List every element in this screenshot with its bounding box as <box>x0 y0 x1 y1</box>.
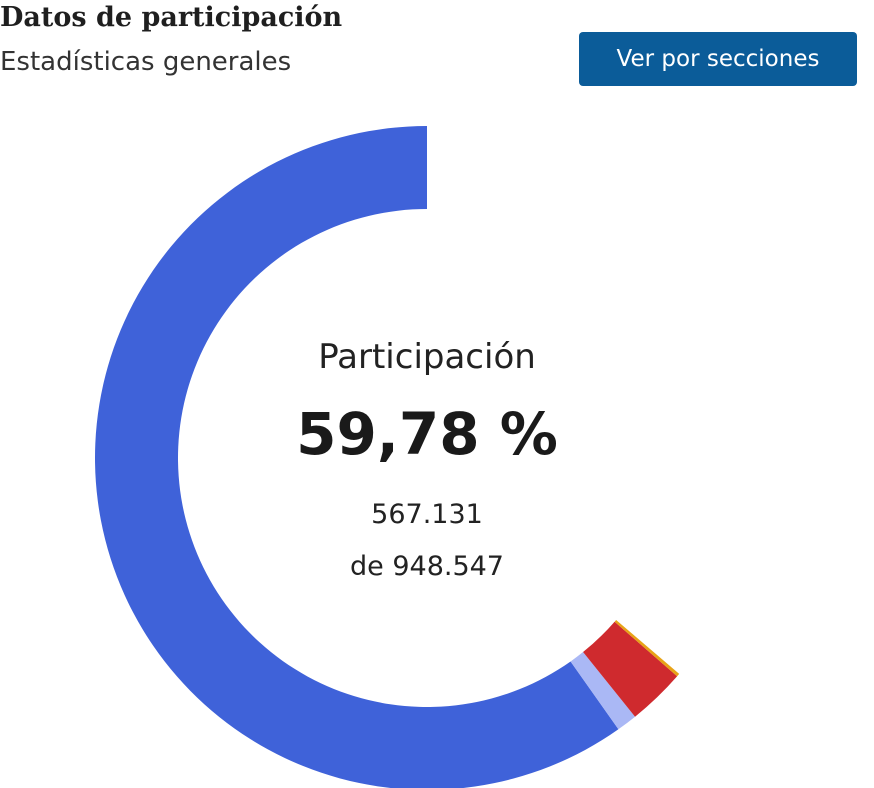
donut-segment-1 <box>95 126 619 788</box>
donut-segment-3 <box>583 621 678 717</box>
center-label: Participación <box>318 337 536 377</box>
donut-segment-4 <box>614 619 680 677</box>
electorate-total: de 948.547 <box>350 551 504 582</box>
page-subtitle: Estadísticas generales <box>0 47 292 77</box>
page-title: Datos de participación <box>0 2 343 33</box>
view-by-sections-button[interactable]: Ver por secciones <box>579 32 857 86</box>
donut-segments <box>95 126 680 788</box>
donut-segment-2 <box>570 652 636 730</box>
participation-percent: 59,78 % <box>296 400 558 468</box>
voters-count: 567.131 <box>371 499 483 530</box>
